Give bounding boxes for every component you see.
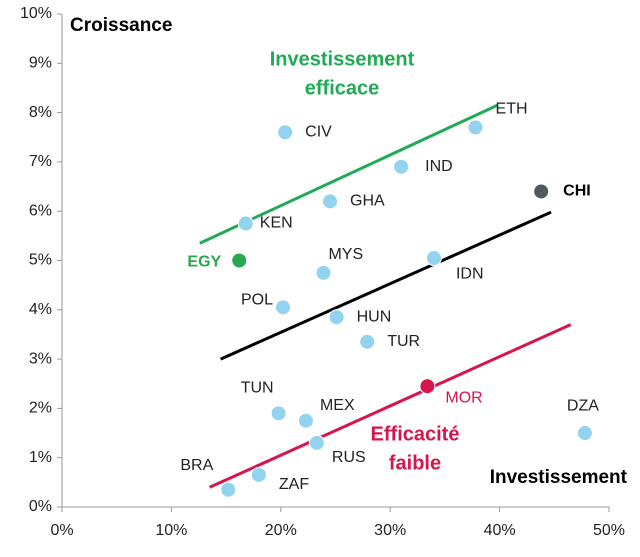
point — [250, 466, 267, 483]
point — [467, 119, 484, 136]
y-tick-label: 0% — [29, 498, 52, 515]
point-label: MEX — [320, 397, 355, 414]
y-tick-label: 3% — [29, 350, 52, 367]
point — [533, 183, 550, 200]
point — [359, 333, 376, 350]
point-label: TUR — [387, 333, 420, 350]
point-label: IDN — [456, 265, 484, 282]
annotation: Investissement — [270, 48, 415, 70]
annotation: efficace — [305, 77, 380, 99]
x-tick-label: 10% — [155, 522, 187, 539]
y-tick-label: 4% — [29, 301, 52, 318]
point — [328, 309, 345, 326]
point — [297, 412, 314, 429]
point-label: BRA — [180, 457, 213, 474]
point — [322, 193, 339, 210]
point — [220, 481, 237, 498]
point — [576, 425, 593, 442]
point-label: RUS — [332, 449, 366, 466]
point-label: DZA — [567, 397, 599, 414]
point — [237, 215, 254, 232]
annotation: Efficacité — [371, 423, 460, 445]
point-label: ZAF — [279, 476, 309, 493]
point-label: IND — [425, 158, 453, 175]
point-label: ETH — [496, 101, 528, 118]
y-tick-label: 6% — [29, 202, 52, 219]
point-label: TUN — [241, 380, 274, 397]
point-label: POL — [241, 292, 273, 309]
point-label: KEN — [260, 215, 293, 232]
point — [270, 405, 287, 422]
point-label: GHA — [350, 193, 385, 210]
point-label: CHI — [563, 183, 591, 200]
x-axis-title: Investissement — [490, 467, 628, 488]
y-tick-label: 5% — [29, 252, 52, 269]
y-axis-title: Croissance — [70, 15, 172, 36]
x-tick-label: 50% — [593, 522, 625, 539]
point — [308, 434, 325, 451]
x-tick-label: 30% — [374, 522, 406, 539]
x-tick-label: 20% — [265, 522, 297, 539]
annotation: faible — [389, 452, 441, 474]
x-tick-label: 40% — [484, 522, 516, 539]
point-label: EGY — [187, 254, 221, 271]
y-tick-label: 2% — [29, 400, 52, 417]
point — [419, 378, 436, 395]
y-tick-label: 8% — [29, 104, 52, 121]
trend-line — [220, 210, 552, 361]
point — [315, 264, 332, 281]
y-tick-label: 1% — [29, 449, 52, 466]
point — [277, 124, 294, 141]
point-label: MYS — [328, 246, 363, 263]
y-tick-label: 10% — [20, 5, 52, 22]
point — [393, 158, 410, 175]
point — [231, 252, 248, 269]
point-label: CIV — [305, 124, 332, 141]
point-label: HUN — [357, 308, 392, 325]
point-label: MOR — [445, 389, 482, 406]
point — [274, 299, 291, 316]
trend-line — [209, 323, 572, 489]
point — [425, 250, 442, 267]
x-tick-label: 0% — [50, 522, 73, 539]
y-tick-label: 9% — [29, 55, 52, 72]
y-tick-label: 7% — [29, 153, 52, 170]
